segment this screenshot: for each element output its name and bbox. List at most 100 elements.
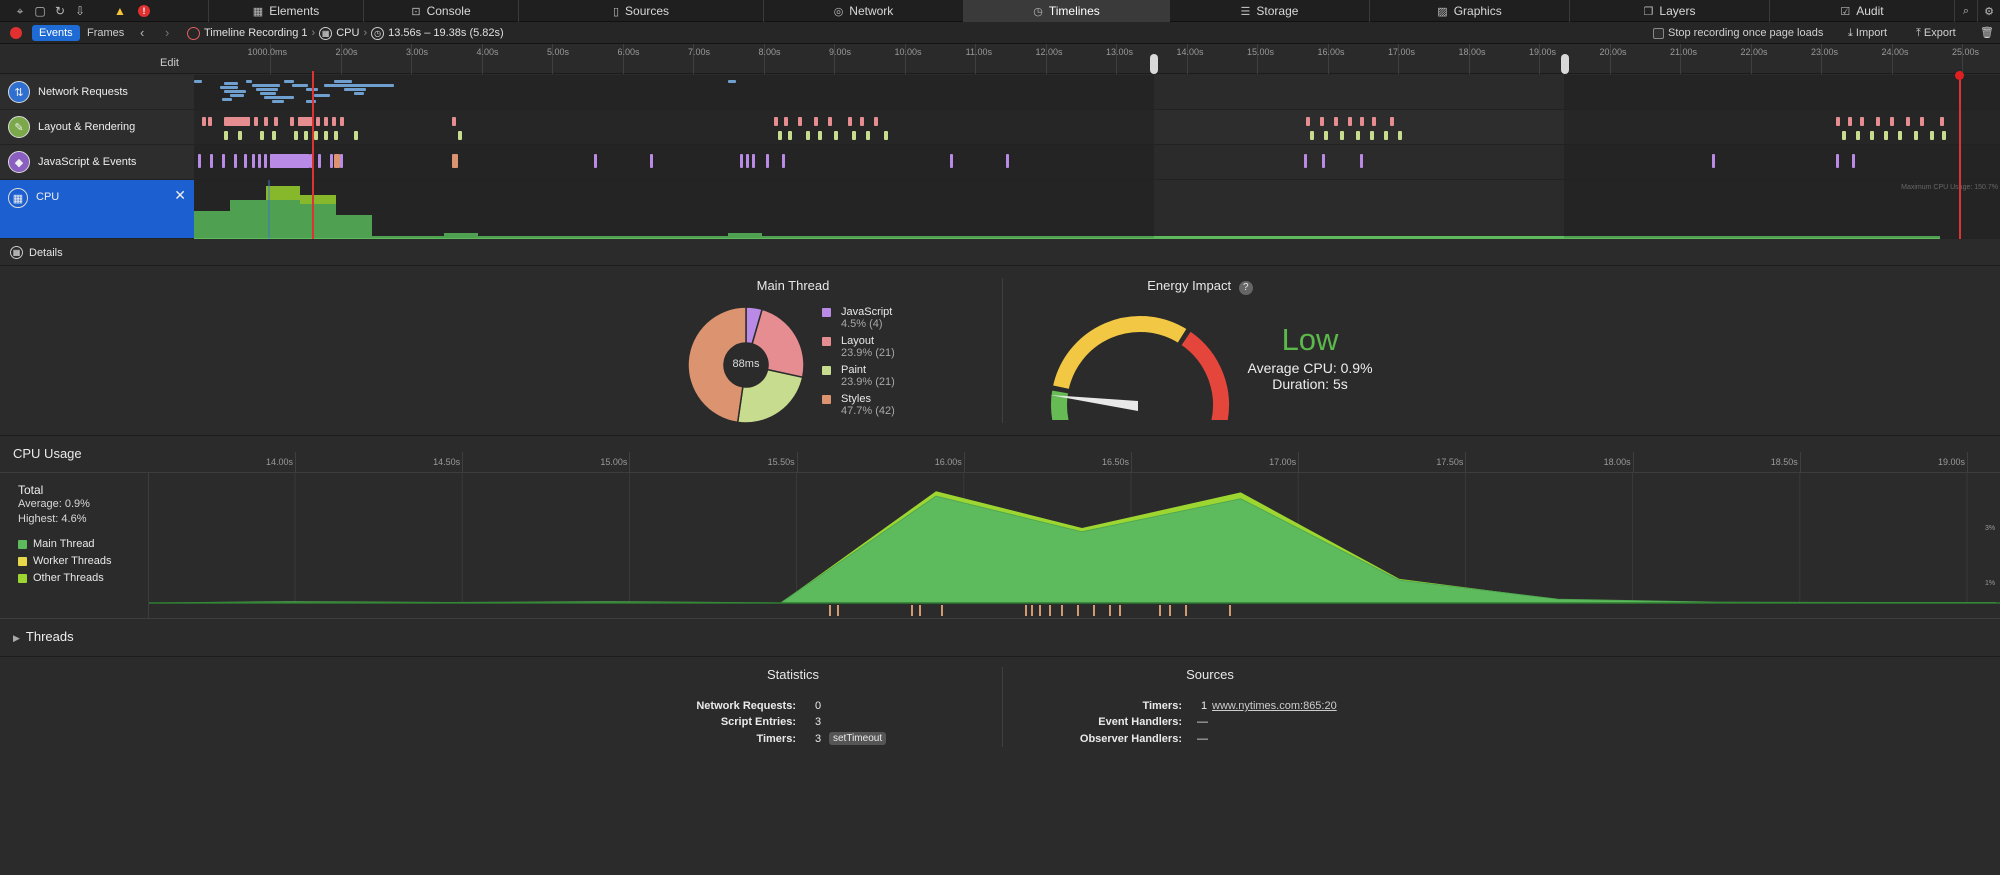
layout-event-mark[interactable] (1906, 117, 1910, 126)
network-request-mark[interactable] (260, 92, 276, 95)
script-event-mark[interactable] (766, 154, 769, 168)
trash-icon[interactable]: 🗑 (1980, 27, 1994, 39)
network-request-mark[interactable] (334, 80, 352, 83)
layout-event-mark[interactable] (1340, 131, 1344, 140)
settings-tab[interactable]: ⚙ (1977, 0, 2000, 22)
layout-event-mark[interactable] (1334, 117, 1338, 126)
track-js[interactable]: ◆ JavaScript & Events (0, 145, 2000, 180)
layout-event-mark[interactable] (1884, 131, 1888, 140)
layout-track-area[interactable] (194, 110, 2000, 145)
network-request-mark[interactable] (246, 80, 252, 83)
layout-event-mark[interactable] (324, 117, 328, 126)
network-track-area[interactable] (194, 75, 2000, 110)
layout-event-mark[interactable] (274, 117, 278, 126)
layout-event-mark[interactable] (260, 131, 264, 140)
script-event-mark[interactable] (270, 154, 310, 168)
network-request-mark[interactable] (252, 84, 280, 87)
script-event-mark[interactable] (1304, 154, 1307, 168)
network-request-mark[interactable] (284, 80, 294, 83)
layout-event-mark[interactable] (1914, 131, 1918, 140)
layout-event-mark[interactable] (1890, 117, 1894, 126)
layout-event-mark[interactable] (1370, 131, 1374, 140)
layout-event-mark[interactable] (1384, 131, 1388, 140)
tab-layers[interactable]: ❐ Layers (1569, 0, 1769, 22)
track-network[interactable]: ⇅ Network Requests (0, 75, 2000, 110)
error-icon[interactable]: ! (138, 5, 150, 17)
script-event-mark[interactable] (650, 154, 653, 168)
layout-event-mark[interactable] (828, 117, 832, 126)
reload-icon[interactable]: ↻ (54, 4, 66, 18)
tab-graphics[interactable]: ▨ Graphics (1369, 0, 1569, 22)
layout-event-mark[interactable] (778, 131, 782, 140)
layout-event-mark[interactable] (1856, 131, 1860, 140)
layout-event-mark[interactable] (884, 131, 888, 140)
layout-event-mark[interactable] (1848, 117, 1852, 126)
network-request-mark[interactable] (220, 86, 238, 89)
track-cpu[interactable]: ▦ CPU ✕ Maximum CPU Usage: 150.7% (0, 180, 2000, 239)
threads-disclosure[interactable]: ▶ Threads (13, 629, 74, 644)
layout-event-mark[interactable] (1860, 117, 1864, 126)
script-event-mark[interactable] (950, 154, 953, 168)
layout-event-mark[interactable] (1842, 131, 1846, 140)
layout-event-mark[interactable] (264, 117, 268, 126)
layout-event-mark[interactable] (860, 117, 864, 126)
script-event-mark[interactable] (318, 154, 321, 168)
current-time-marker[interactable] (1959, 71, 1961, 239)
script-event-mark[interactable] (244, 154, 247, 168)
layout-event-mark[interactable] (304, 131, 308, 140)
layout-event-mark[interactable] (298, 117, 314, 126)
script-event-mark[interactable] (1360, 154, 1363, 168)
selection-start-handle[interactable] (1150, 54, 1158, 74)
network-request-mark[interactable] (292, 84, 308, 87)
layout-event-mark[interactable] (852, 131, 856, 140)
export-button[interactable]: ⤒ Export (1916, 27, 1956, 39)
tab-sources[interactable]: ▯ Sources (518, 0, 763, 22)
layout-event-mark[interactable] (1870, 131, 1874, 140)
script-event-mark[interactable] (740, 154, 743, 168)
network-request-mark[interactable] (224, 82, 238, 85)
tab-storage[interactable]: ☰ Storage (1169, 0, 1369, 22)
layout-event-mark[interactable] (1942, 131, 1946, 140)
tab-network[interactable]: ◎ Network (763, 0, 963, 22)
current-time-head[interactable] (1955, 71, 1964, 80)
breadcrumb-instrument[interactable]: CPU (336, 27, 360, 39)
script-event-mark[interactable] (264, 154, 267, 168)
layout-event-mark[interactable] (1940, 117, 1944, 126)
selection-end-handle[interactable] (1561, 54, 1569, 74)
layout-event-mark[interactable] (202, 117, 206, 126)
network-request-mark[interactable] (306, 100, 316, 103)
timeline-ruler[interactable]: Edit 1000.0ms 2.00s 3.00s 4.00s 5.00s 6.00s 7.… (0, 44, 2000, 74)
script-event-mark[interactable] (1852, 154, 1855, 168)
layout-event-mark[interactable] (1836, 117, 1840, 126)
layout-event-mark[interactable] (332, 117, 336, 126)
script-event-mark[interactable] (330, 154, 333, 168)
breadcrumb-range[interactable]: 13.56s – 19.38s (5.82s) (388, 27, 504, 39)
layout-event-mark[interactable] (354, 131, 358, 140)
script-event-mark[interactable] (310, 154, 313, 168)
network-request-mark[interactable] (314, 94, 330, 97)
import-button[interactable]: ⤓ Import (1848, 27, 1888, 39)
device-icon[interactable]: ▢ (34, 4, 46, 18)
network-request-mark[interactable] (264, 96, 294, 99)
warning-icon[interactable]: ▲ (114, 4, 126, 18)
layout-event-mark[interactable] (1310, 131, 1314, 140)
script-event-mark[interactable] (334, 154, 340, 168)
layout-event-mark[interactable] (1898, 131, 1902, 140)
tab-elements[interactable]: ▦ Elements (208, 0, 363, 22)
layout-event-mark[interactable] (226, 117, 250, 126)
download-icon[interactable]: ⇩ (74, 4, 86, 18)
source-link[interactable]: www.nytimes.com:865:20 (1212, 700, 1337, 712)
tab-console[interactable]: ⊡ Console (363, 0, 518, 22)
record-button[interactable] (10, 27, 22, 39)
layout-event-mark[interactable] (224, 131, 228, 140)
layout-event-mark[interactable] (1356, 131, 1360, 140)
script-event-mark[interactable] (746, 154, 749, 168)
cpu-usage-chart[interactable] (149, 473, 2000, 618)
layout-event-mark[interactable] (1398, 131, 1402, 140)
layout-event-mark[interactable] (1920, 117, 1924, 126)
layout-event-mark[interactable] (452, 117, 456, 126)
layout-event-mark[interactable] (1320, 117, 1324, 126)
script-event-mark[interactable] (222, 154, 225, 168)
script-event-mark[interactable] (258, 154, 261, 168)
network-request-mark[interactable] (230, 94, 244, 97)
